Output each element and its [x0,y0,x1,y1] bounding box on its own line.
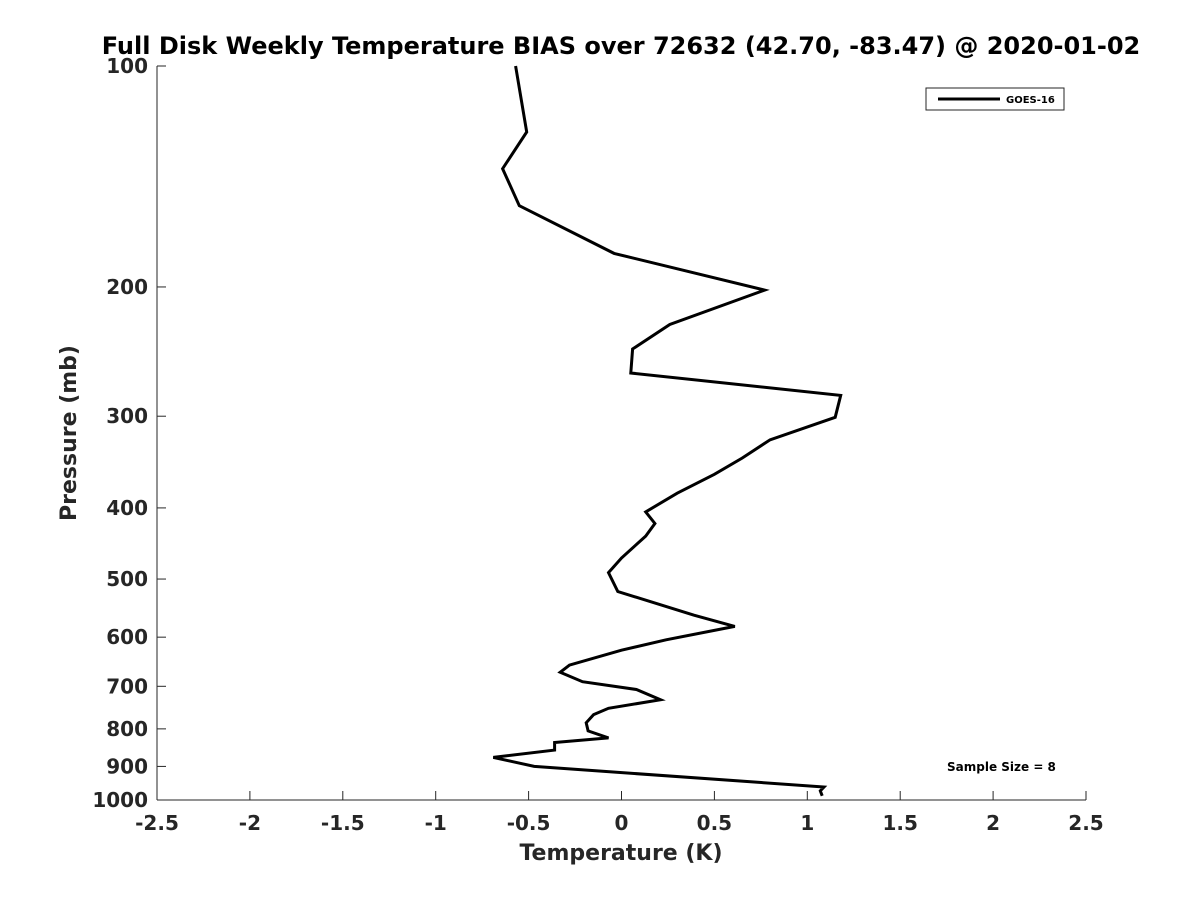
y-tick-label: 700 [106,674,148,698]
x-tick-label: 2 [986,811,1000,835]
series-line-goes-16 [492,65,843,797]
x-tick-label: 1 [800,811,814,835]
x-tick-label: -2 [239,811,261,835]
x-tick-label: 2.5 [1068,811,1103,835]
y-axis-label: Pressure (mb) [57,345,82,521]
x-tick-label: -1 [425,811,447,835]
x-tick-label: -0.5 [507,811,551,835]
axes [156,66,1086,801]
sample-size-annotation: Sample Size = 8 [947,760,1056,774]
y-tick-label: 600 [106,625,148,649]
chart-title: Full Disk Weekly Temperature BIAS over 7… [102,32,1141,60]
legend-entry: GOES-16 [1006,95,1055,106]
legend: GOES-16 [925,87,1065,111]
y-tick-label: 400 [106,496,148,520]
x-tick-label: 1.5 [882,811,917,835]
y-tick-label: 900 [106,754,148,778]
x-tick-label: -2.5 [135,811,179,835]
y-ticks: 100 200 300 400 500 600 700 800 900 1000 [92,54,166,812]
y-tick-label: 200 [106,275,148,299]
y-tick-label: 300 [106,404,148,428]
y-tick-label: 500 [106,567,148,591]
series-group [492,65,843,797]
x-axis-label: Temperature (K) [519,841,722,866]
x-tick-label: 0 [615,811,629,835]
x-tick-label: -1.5 [321,811,365,835]
x-ticks: -2.5 -2 -1.5 -1 -0.5 0 0.5 1 1.5 2 2.5 [135,791,1104,835]
x-tick-label: 0.5 [697,811,732,835]
y-tick-label: 1000 [92,788,148,812]
y-tick-label: 800 [106,717,148,741]
y-tick-label: 100 [106,54,148,78]
